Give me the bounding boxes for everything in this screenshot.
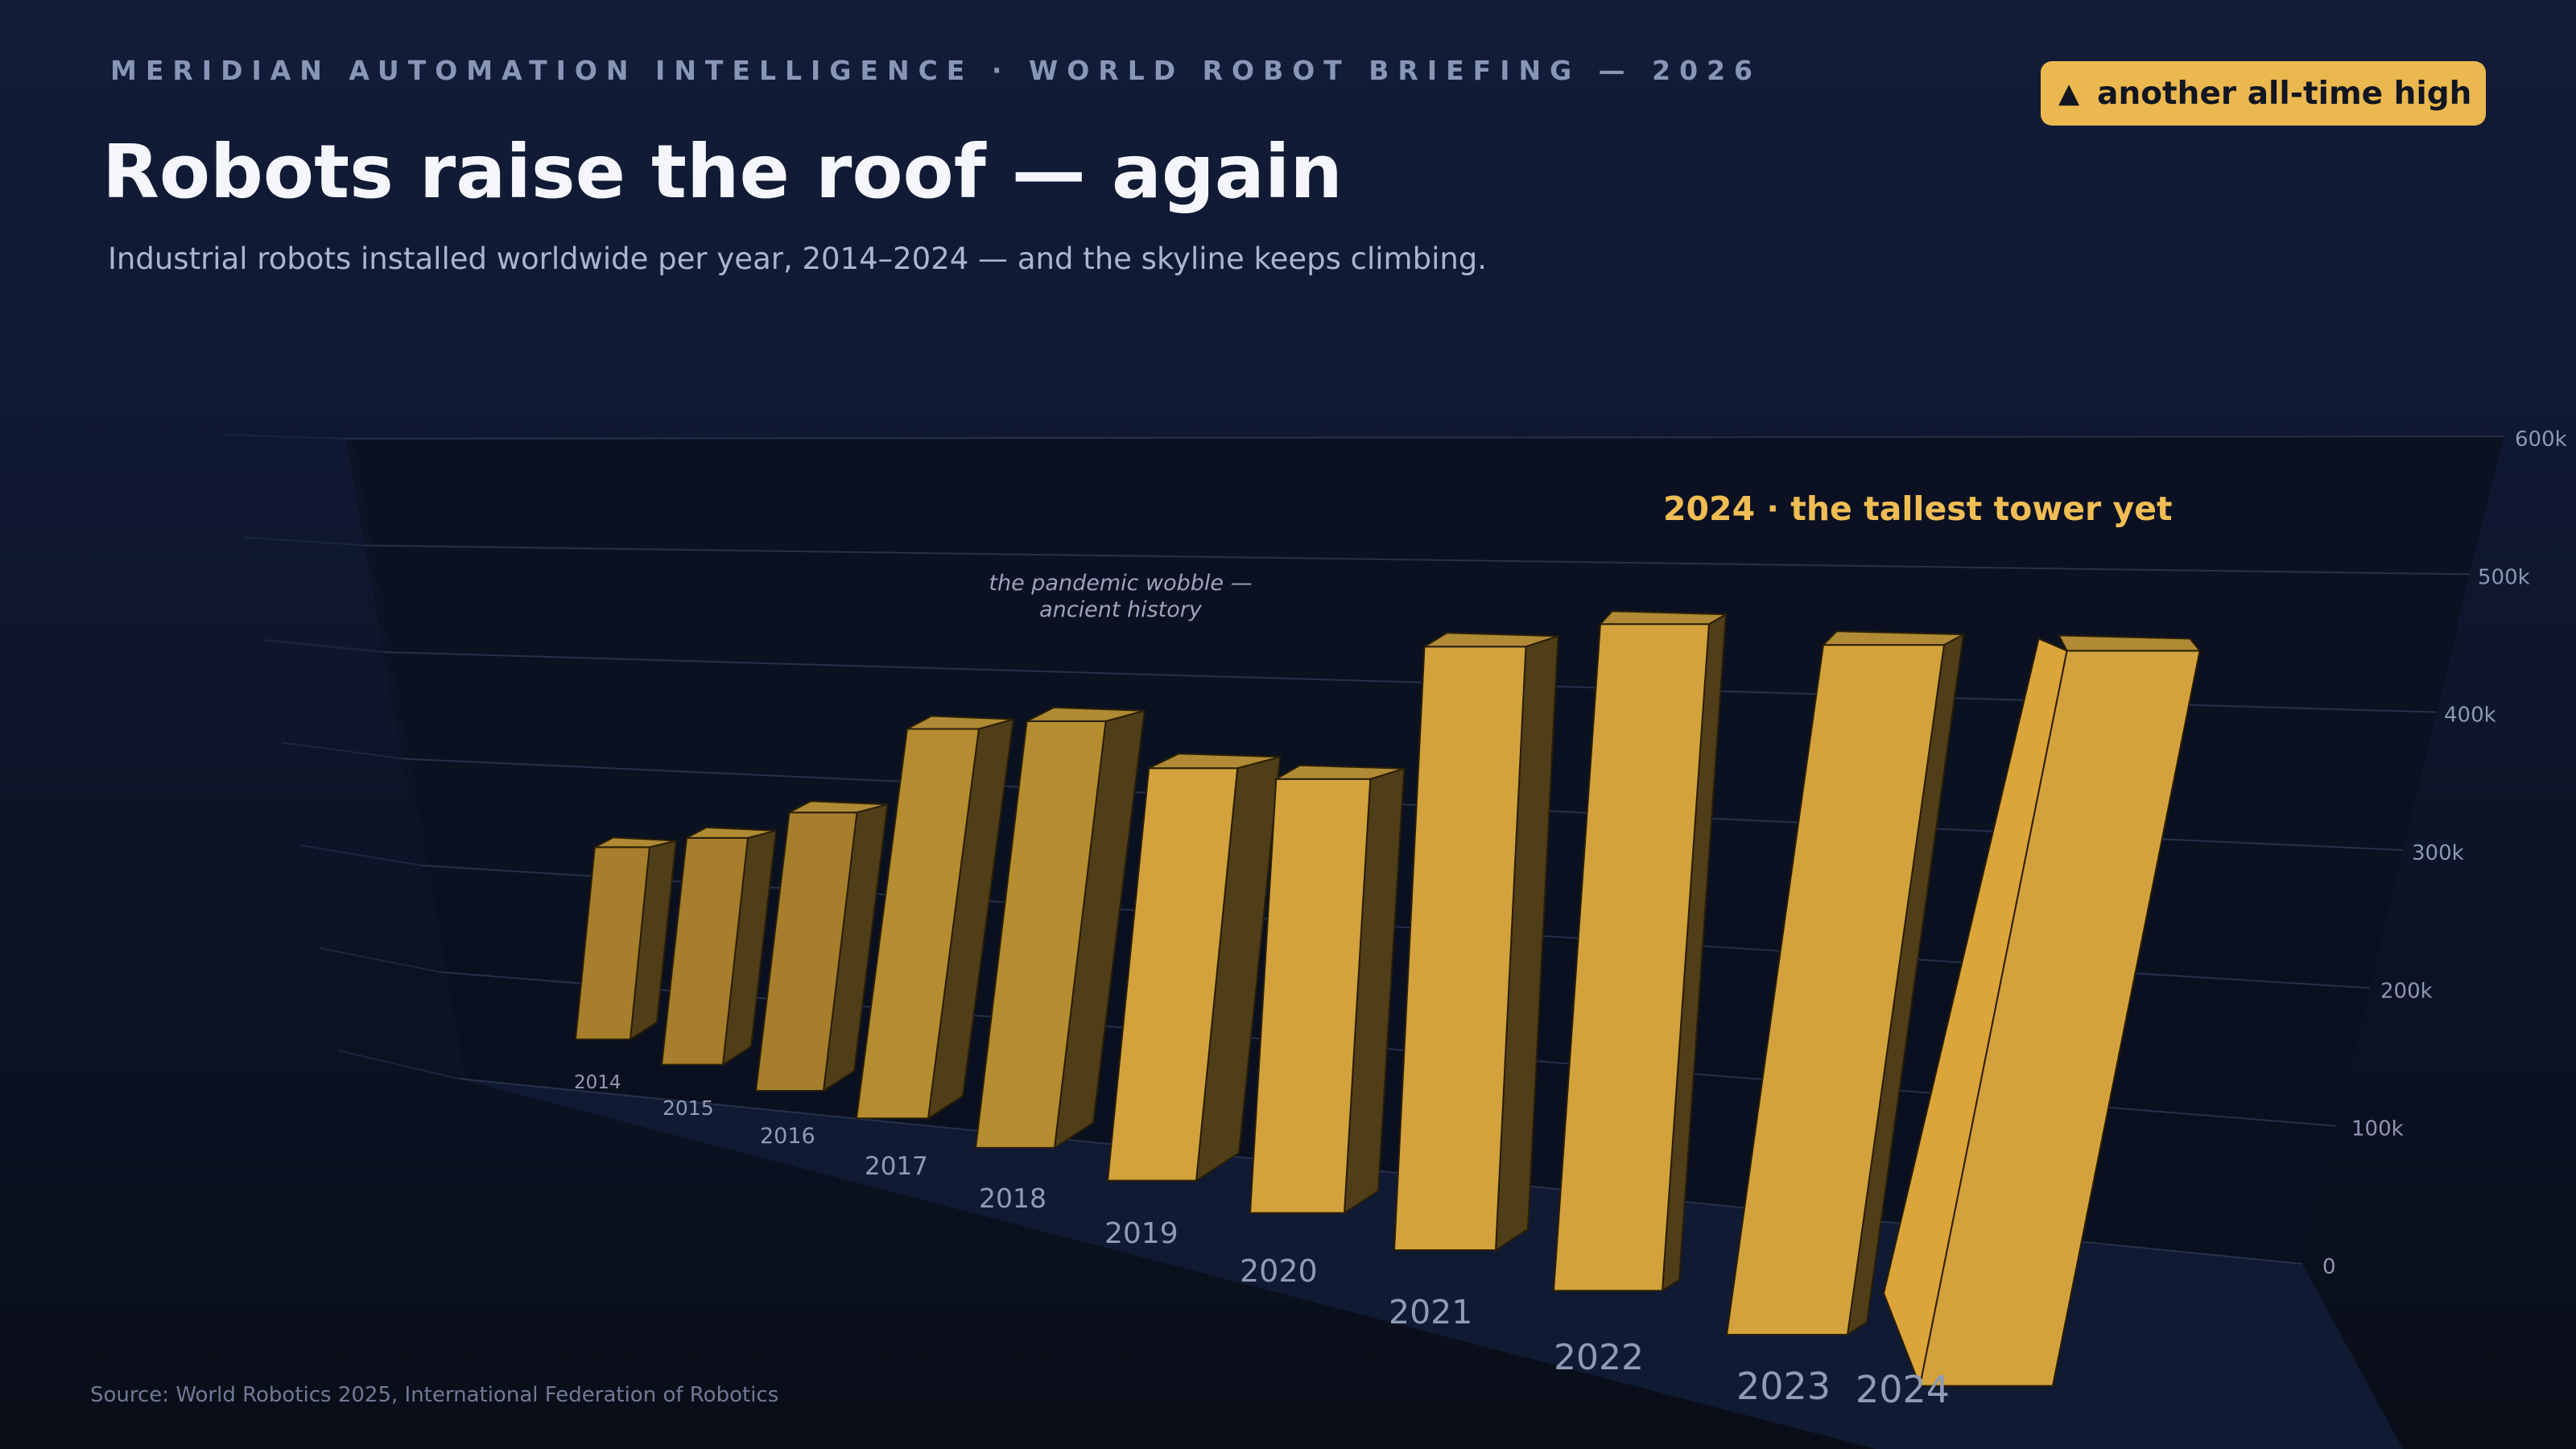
y-tick-label: 400k	[2444, 704, 2496, 728]
y-tick-label: 100k	[2351, 1117, 2404, 1141]
badge-label: another all-time high	[2097, 75, 2472, 112]
bar-2020	[1249, 764, 1406, 1215]
x-tick-label: 2020	[1240, 1253, 1318, 1289]
briefing-eyebrow: MERIDIAN AUTOMATION INTELLIGENCE · WORLD…	[110, 55, 1762, 86]
bar-top-face	[686, 826, 777, 839]
chart-title: 2024 · the tallest tower yet	[1663, 489, 2173, 528]
y-gridline-side	[300, 844, 422, 866]
x-tick-label: 2016	[760, 1124, 815, 1149]
bar-top-face	[789, 800, 888, 814]
bar-2019	[1106, 753, 1282, 1183]
y-tick-label: 300k	[2412, 841, 2464, 865]
pandemic-annotation: the pandemic wobble —	[989, 571, 1252, 596]
y-gridline	[365, 544, 2471, 576]
bar-2014	[574, 836, 678, 1042]
x-tick-label: 2021	[1389, 1293, 1472, 1331]
page-subtitle: Industrial robots installed worldwide pe…	[108, 242, 1488, 276]
x-tick-label: 2014	[574, 1072, 621, 1093]
bar-top-face	[906, 715, 1014, 730]
bar-top-face	[1148, 753, 1281, 770]
x-tick-label: 2022	[1554, 1337, 1644, 1378]
bar-top-face	[2057, 634, 2202, 652]
x-tick-label: 2023	[1736, 1364, 1831, 1408]
page-title: Robots raise the roof — again	[102, 129, 1343, 215]
y-gridline-side	[319, 947, 440, 973]
bar-top-face	[1598, 610, 1729, 625]
bar-2024	[1882, 634, 2202, 1389]
y-gridline-side	[225, 434, 347, 440]
bar-2017	[855, 715, 1015, 1121]
x-tick-label: 2018	[979, 1183, 1046, 1214]
x-tick-label: 2019	[1104, 1217, 1179, 1250]
bar-2022	[1552, 610, 1729, 1293]
bar-top-face	[1026, 706, 1145, 722]
bar-2023	[1725, 630, 1967, 1337]
y-tick-label: 0	[2322, 1255, 2336, 1279]
up-triangle-icon: ▲	[2058, 77, 2080, 109]
x-tick-label: 2017	[865, 1152, 928, 1181]
bar-2018	[974, 706, 1146, 1150]
all-time-high-badge: ▲ another all-time high	[2041, 61, 2486, 126]
y-gridline-side	[244, 536, 365, 547]
bar-2015	[660, 826, 778, 1067]
y-tick-label: 600k	[2515, 427, 2567, 452]
x-tick-label: 2015	[663, 1096, 714, 1120]
y-tick-label: 500k	[2478, 565, 2530, 589]
y-gridline-side	[262, 639, 384, 653]
bar-top-face	[1273, 764, 1405, 780]
x-tick-label: 2024	[1856, 1368, 1950, 1411]
bar-top-face	[594, 836, 677, 848]
pandemic-annotation: ancient history	[1039, 597, 1203, 622]
bar-2021	[1393, 632, 1559, 1252]
source-note: Source: World Robotics 2025, Internation…	[90, 1383, 779, 1407]
y-gridline-side	[281, 741, 403, 760]
bar-top-face	[1821, 630, 1967, 646]
bar-2016	[754, 800, 889, 1093]
y-gridline-side	[337, 1050, 460, 1080]
y-tick-label: 200k	[2380, 979, 2433, 1003]
bar-top-face	[1421, 632, 1558, 648]
y-gridline	[345, 436, 2504, 440]
